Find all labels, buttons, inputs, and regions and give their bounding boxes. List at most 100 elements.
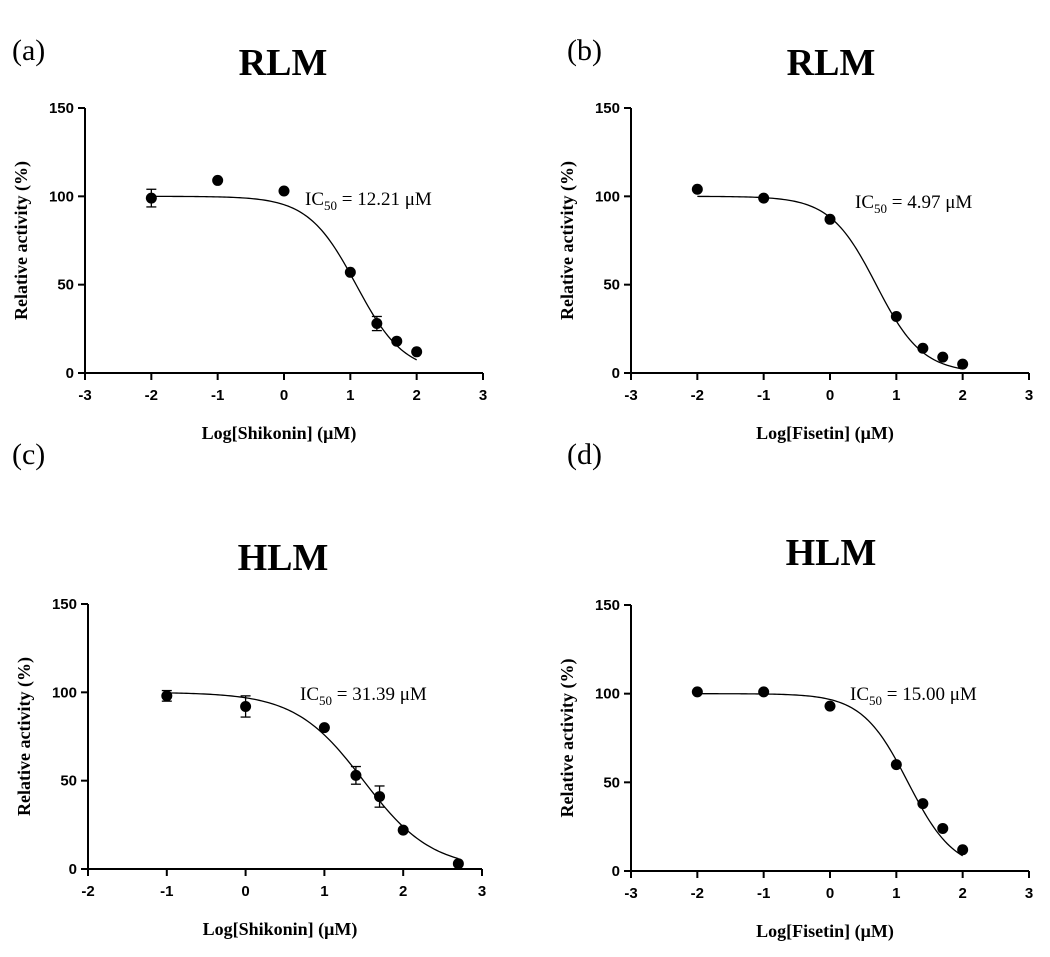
- fit-curve: [166, 692, 459, 860]
- x-tick-label: 1: [892, 387, 900, 404]
- data-point: [318, 722, 330, 734]
- panel-label: (a): [12, 34, 45, 67]
- data-point: [397, 824, 409, 836]
- ic50-value: = 4.97 μM: [887, 192, 972, 213]
- data-point: [937, 351, 949, 363]
- x-tick-label: 1: [346, 387, 354, 404]
- chart-title: HLM: [786, 532, 877, 574]
- chart-panel-a: (a) RLM -3 -2 -1 0 1 2 3 0 50 100 150 Log[Shikonin] (…: [11, 34, 487, 444]
- y-axis-label: Relative activity (%): [11, 161, 32, 320]
- x-tick-label: 2: [958, 387, 966, 404]
- data-point: [350, 769, 362, 781]
- y-tick-label: 50: [60, 773, 77, 790]
- y-tick-label: 150: [52, 596, 77, 613]
- y-tick-label: 150: [49, 100, 74, 117]
- ic50-value: = 12.21 μM: [337, 189, 432, 210]
- chart-panel-b: (b) RLM -3 -2 -1 0 1 2 3 0 50 100 150 Log[Fisetin] (μ…: [557, 34, 1033, 444]
- ic50-prefix: IC: [300, 684, 319, 705]
- y-tick-label: 150: [595, 100, 620, 117]
- x-tick-label: -2: [691, 387, 704, 404]
- x-tick-label: 1: [892, 885, 900, 902]
- chart-panel-c: (c) HLM -2 -1 0 1 2 3 0 50 100 150 Log[Shikonin] (μM…: [12, 438, 486, 940]
- chart-title: RLM: [787, 42, 876, 84]
- x-tick-label: 3: [1025, 387, 1033, 404]
- data-point: [411, 346, 423, 358]
- data-point: [374, 791, 386, 803]
- ic50-annotation: IC50 = 15.00 μM: [850, 684, 977, 708]
- data-point: [917, 798, 929, 810]
- x-tick-label: -2: [81, 883, 94, 900]
- data-point: [278, 185, 290, 197]
- data-point: [452, 858, 464, 870]
- x-axis-label: Log[Fisetin] (μM): [756, 423, 894, 444]
- data-point: [937, 822, 949, 834]
- ic50-subscript: 50: [869, 693, 882, 708]
- y-tick-label: 100: [595, 188, 620, 205]
- data-point: [758, 686, 770, 698]
- ic50-prefix: IC: [850, 684, 869, 705]
- data-point: [957, 844, 969, 856]
- ic50-annotation: IC50 = 31.39 μM: [300, 684, 427, 708]
- x-tick-label: 2: [958, 885, 966, 902]
- x-tick-label: -3: [624, 387, 637, 404]
- x-tick-label: -1: [160, 883, 173, 900]
- ic50-prefix: IC: [305, 189, 324, 210]
- chart-panel-d: (d) HLM -3 -2 -1 0 1 2 3 0 50 100 150 Log[Fisetin] (μ…: [557, 438, 1033, 942]
- y-axis-label: Relative activity (%): [557, 659, 578, 818]
- x-axis-label: Log[Fisetin] (μM): [756, 921, 894, 942]
- x-tick-label: 3: [1025, 885, 1033, 902]
- fit-curve: [697, 693, 964, 857]
- y-tick-label: 0: [69, 861, 77, 878]
- x-tick-label: 0: [826, 885, 834, 902]
- x-axis-label: Log[Shikonin] (μM): [203, 919, 358, 940]
- data-point: [212, 174, 224, 186]
- data-point: [824, 213, 836, 225]
- panel-label: (c): [12, 438, 45, 471]
- y-axis-label: Relative activity (%): [557, 161, 578, 320]
- data-point: [240, 700, 252, 712]
- ic50-annotation: IC50 = 12.21 μM: [305, 189, 432, 213]
- y-tick-label: 100: [49, 188, 74, 205]
- data-point: [691, 686, 703, 698]
- data-point: [391, 335, 403, 347]
- data-point: [917, 342, 929, 354]
- x-tick-label: -1: [757, 885, 770, 902]
- y-tick-label: 150: [595, 597, 620, 614]
- x-tick-label: -3: [78, 387, 91, 404]
- x-axis-label: Log[Shikonin] (μM): [202, 423, 357, 444]
- data-point: [344, 266, 356, 278]
- x-tick-label: 3: [479, 387, 487, 404]
- data-point: [145, 192, 157, 204]
- y-tick-label: 100: [52, 684, 77, 701]
- ic50-value: = 15.00 μM: [882, 684, 977, 705]
- x-tick-label: 2: [399, 883, 407, 900]
- ic50-value: = 31.39 μM: [332, 684, 427, 705]
- data-point: [824, 700, 836, 712]
- ic50-subscript: 50: [319, 693, 332, 708]
- y-axis-label: Relative activity (%): [14, 657, 35, 816]
- x-tick-label: 1: [320, 883, 328, 900]
- y-tick-label: 50: [603, 774, 620, 791]
- fit-curve: [151, 195, 417, 361]
- panel-label: (d): [567, 438, 602, 471]
- data-point: [957, 358, 969, 370]
- x-tick-label: -1: [757, 387, 770, 404]
- y-tick-label: 0: [66, 365, 74, 382]
- x-tick-label: -3: [624, 885, 637, 902]
- data-point: [890, 310, 902, 322]
- chart-title: RLM: [239, 42, 328, 84]
- data-point: [758, 192, 770, 204]
- x-tick-label: -1: [211, 387, 224, 404]
- ic50-subscript: 50: [324, 198, 337, 213]
- y-tick-label: 0: [612, 365, 620, 382]
- data-point: [691, 183, 703, 195]
- data-point: [371, 318, 383, 330]
- x-tick-label: 0: [241, 883, 249, 900]
- x-tick-label: 3: [478, 883, 486, 900]
- data-point: [161, 690, 173, 702]
- x-tick-label: 0: [280, 387, 288, 404]
- x-tick-label: 2: [412, 387, 420, 404]
- ic50-subscript: 50: [874, 201, 887, 216]
- x-tick-label: 0: [826, 387, 834, 404]
